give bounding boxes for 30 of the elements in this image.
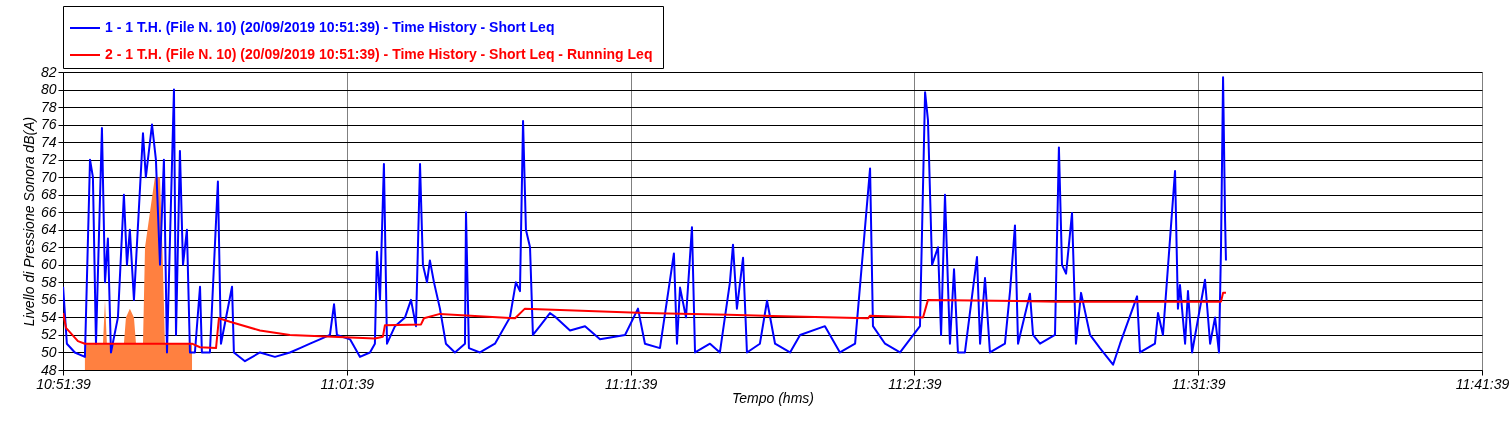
y-tick-label: 66 (40, 203, 57, 220)
x-tick-label: 11:11:39 (604, 375, 658, 392)
y-tick-label: 82 (40, 63, 57, 80)
y-tick-label: 52 (40, 326, 57, 343)
y-tick-label: 48 (40, 361, 57, 378)
y-axis-title: Livello di Pressione Sonora dB(A) (20, 116, 37, 327)
x-axis-title: Tempo (hms) (732, 389, 814, 406)
y-tick-label: 72 (40, 151, 57, 168)
y-tick-label: 70 (40, 168, 57, 185)
x-tick-label: 11:01:39 (320, 375, 375, 392)
line-series (63, 76, 1227, 366)
y-tick-label: 58 (40, 273, 57, 290)
y-tick-label: 62 (40, 238, 57, 255)
line-series (63, 291, 1227, 350)
legend-label: 1 - 1 T.H. (File N. 10) (20/09/2019 10:51:39) - Time History - Short Leq (105, 19, 555, 35)
y-tick-label: 68 (40, 186, 57, 203)
x-tick-label: 11:41:39 (1455, 375, 1510, 392)
y-tick-label: 64 (40, 221, 57, 238)
y-tick-label: 56 (40, 291, 57, 308)
x-tick-label: 11:31:39 (1171, 375, 1226, 392)
y-tick-label: 60 (40, 256, 57, 273)
y-tick-label: 50 (40, 343, 57, 360)
legend-label: 2 - 1 T.H. (File N. 10) (20/09/2019 10:51:39) - Time History - Short Leq - Running Leq (105, 46, 653, 62)
y-tick-label: 54 (40, 308, 57, 325)
x-tick-label: 11:21:39 (888, 375, 942, 392)
y-tick-label: 78 (40, 98, 57, 115)
x-tick-label: 10:51:39 (36, 375, 91, 392)
y-tick-label: 80 (40, 81, 57, 98)
y-tick-label: 76 (40, 116, 57, 133)
y-tick-label: 74 (40, 133, 57, 150)
